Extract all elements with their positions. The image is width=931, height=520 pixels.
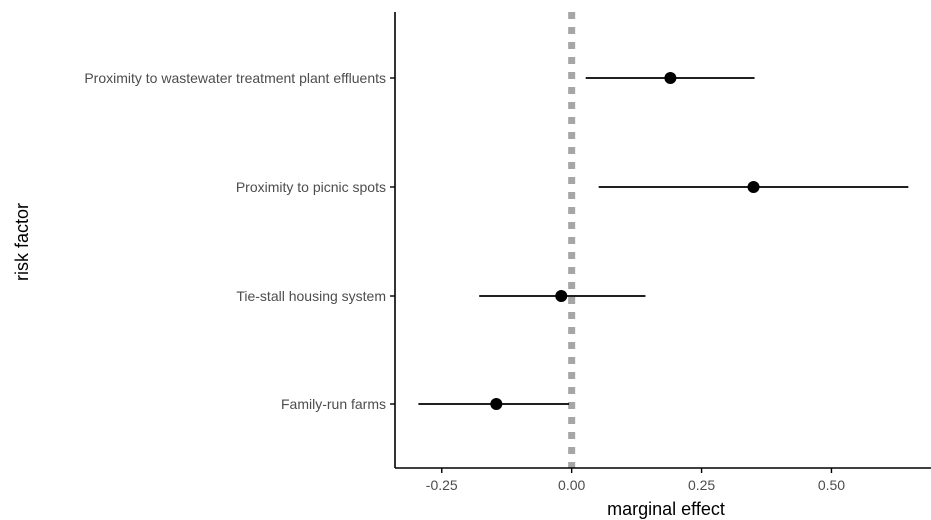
x-tick-label: -0.25 xyxy=(426,477,458,493)
y-axis-title: risk factor xyxy=(12,203,32,281)
estimate-point xyxy=(664,72,677,84)
x-tick-label: 0.00 xyxy=(558,477,585,493)
y-tick-label: Tie-stall housing system xyxy=(236,288,386,304)
x-tick-label: 0.50 xyxy=(818,477,845,493)
estimate-point xyxy=(747,181,760,193)
y-tick-label: Proximity to wastewater treatment plant … xyxy=(84,70,386,86)
labels-layer: -0.25 0.00 0.25 0.50 Proximity to wastewater… xyxy=(84,70,845,493)
y-tick-label: Proximity to picnic spots xyxy=(236,179,386,195)
errorbar-layer xyxy=(418,77,909,405)
axes-layer xyxy=(390,12,931,473)
x-tick-label: 0.25 xyxy=(688,477,715,493)
estimate-point xyxy=(555,290,568,302)
y-tick-label: Family-run farms xyxy=(281,396,386,412)
point-layer xyxy=(490,72,760,410)
x-axis-title: marginal effect xyxy=(607,499,725,519)
estimate-point xyxy=(490,398,503,410)
